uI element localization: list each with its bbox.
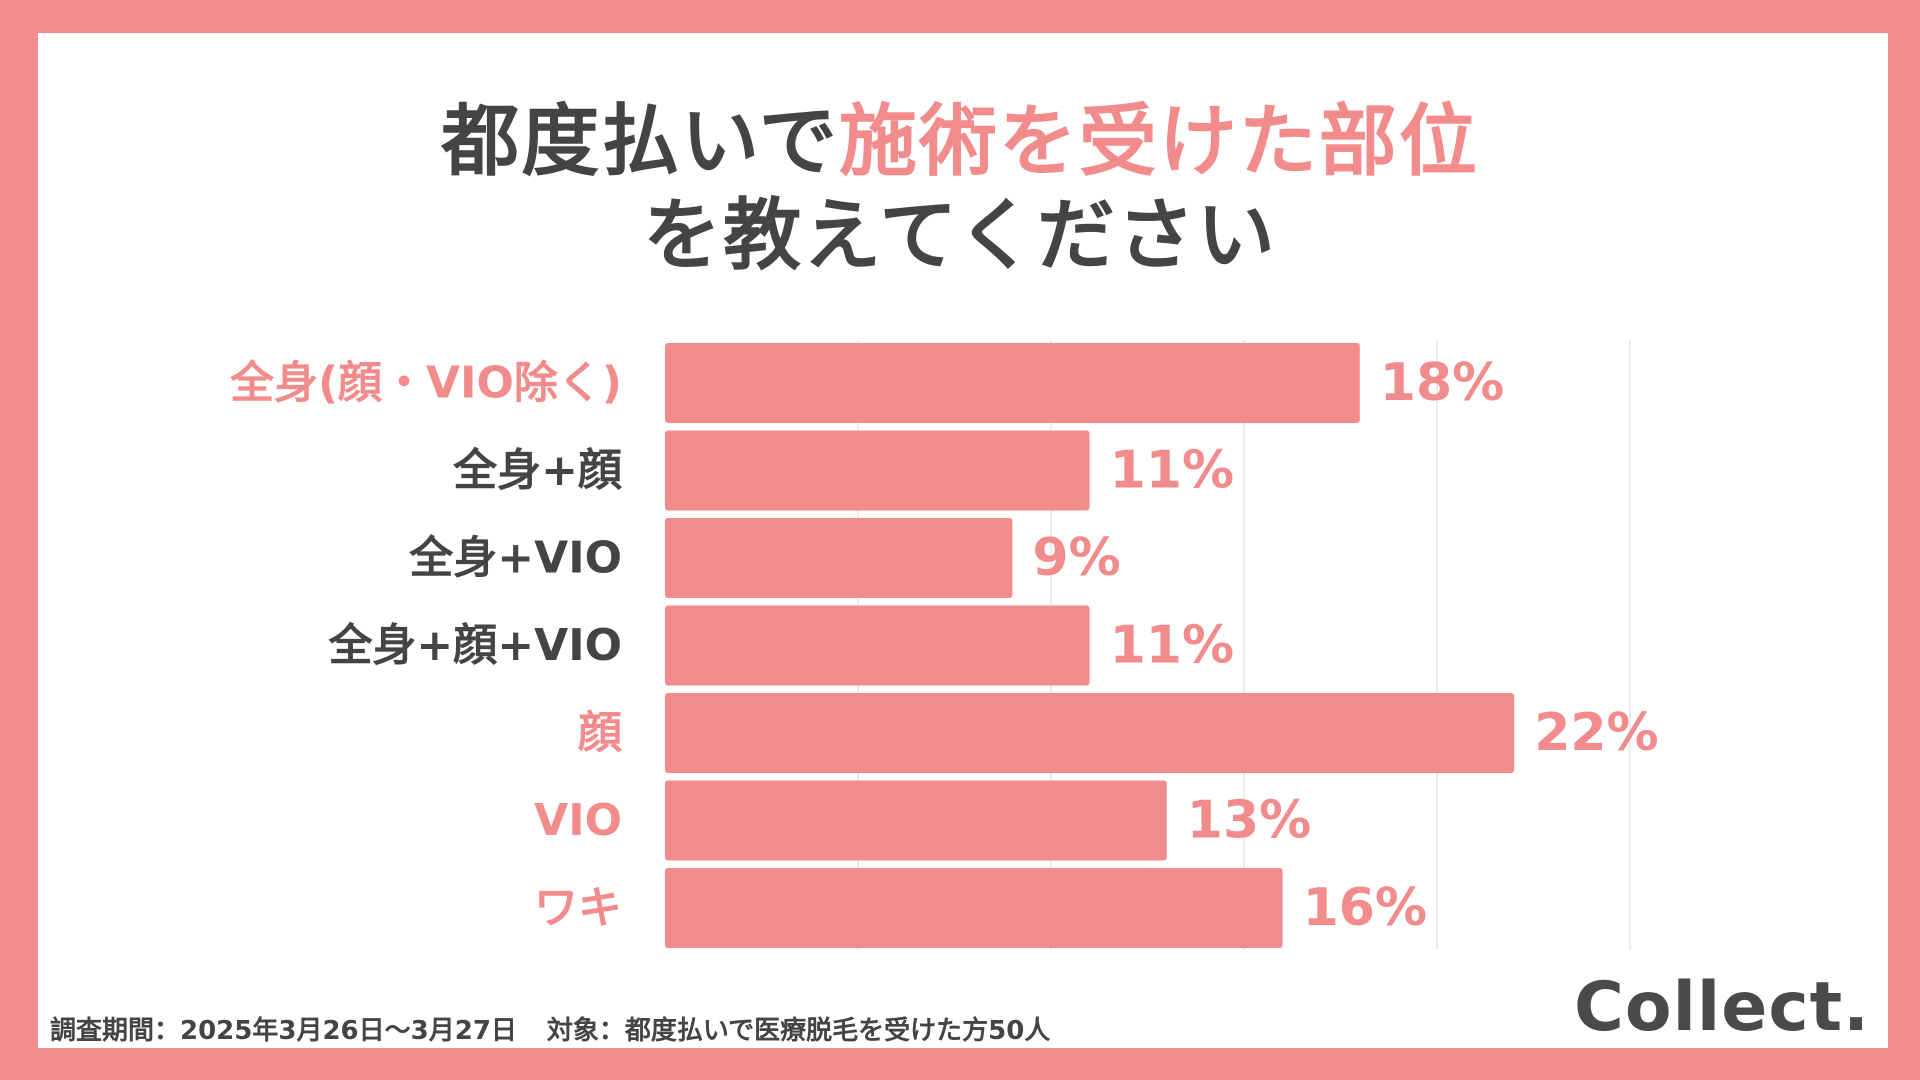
value-label: 22% (1534, 703, 1658, 763)
title-part-1: 都度払いで (441, 97, 839, 187)
bar (665, 518, 1013, 598)
bar (665, 868, 1283, 948)
value-label: 18% (1380, 353, 1504, 413)
title-accent: 施術を受けた部位 (838, 97, 1479, 187)
survey-period: 調査期間：2025年3月26日〜3月27日 (50, 1016, 517, 1046)
value-label: 13% (1187, 791, 1311, 851)
category-label: 全身(顔・VIO除く) (229, 358, 622, 409)
category-label: 顔 (578, 708, 623, 759)
title-line-2: を教えてください (643, 191, 1277, 281)
survey-target: 対象：都度払いで医療脱毛を受けた方50人 (546, 1016, 1051, 1046)
category-label: 全身+顔+VIO (327, 620, 622, 671)
survey-footnote: 調査期間：2025年3月26日〜3月27日 対象：都度払いで医療脱毛を受けた方50… (50, 1010, 1050, 1047)
bar (665, 605, 1090, 686)
bar (665, 780, 1167, 861)
bar (665, 693, 1515, 773)
chart-title: 都度払いで施術を受けた部位 を教えてください (0, 95, 1920, 283)
brand-logo: Collect. (1573, 968, 1870, 1047)
bar (665, 430, 1090, 511)
bar (665, 343, 1360, 423)
category-label: 全身+VIO (408, 533, 622, 584)
category-label: 全身+顔 (452, 445, 623, 496)
value-label: 11% (1110, 616, 1234, 676)
value-label: 9% (1032, 528, 1120, 588)
value-label: 16% (1303, 878, 1427, 938)
category-label: VIO (534, 795, 622, 846)
value-label: 11% (1110, 441, 1234, 501)
title-line-1: 都度払いで施術を受けた部位 (0, 95, 1920, 189)
category-label: ワキ (534, 883, 622, 934)
